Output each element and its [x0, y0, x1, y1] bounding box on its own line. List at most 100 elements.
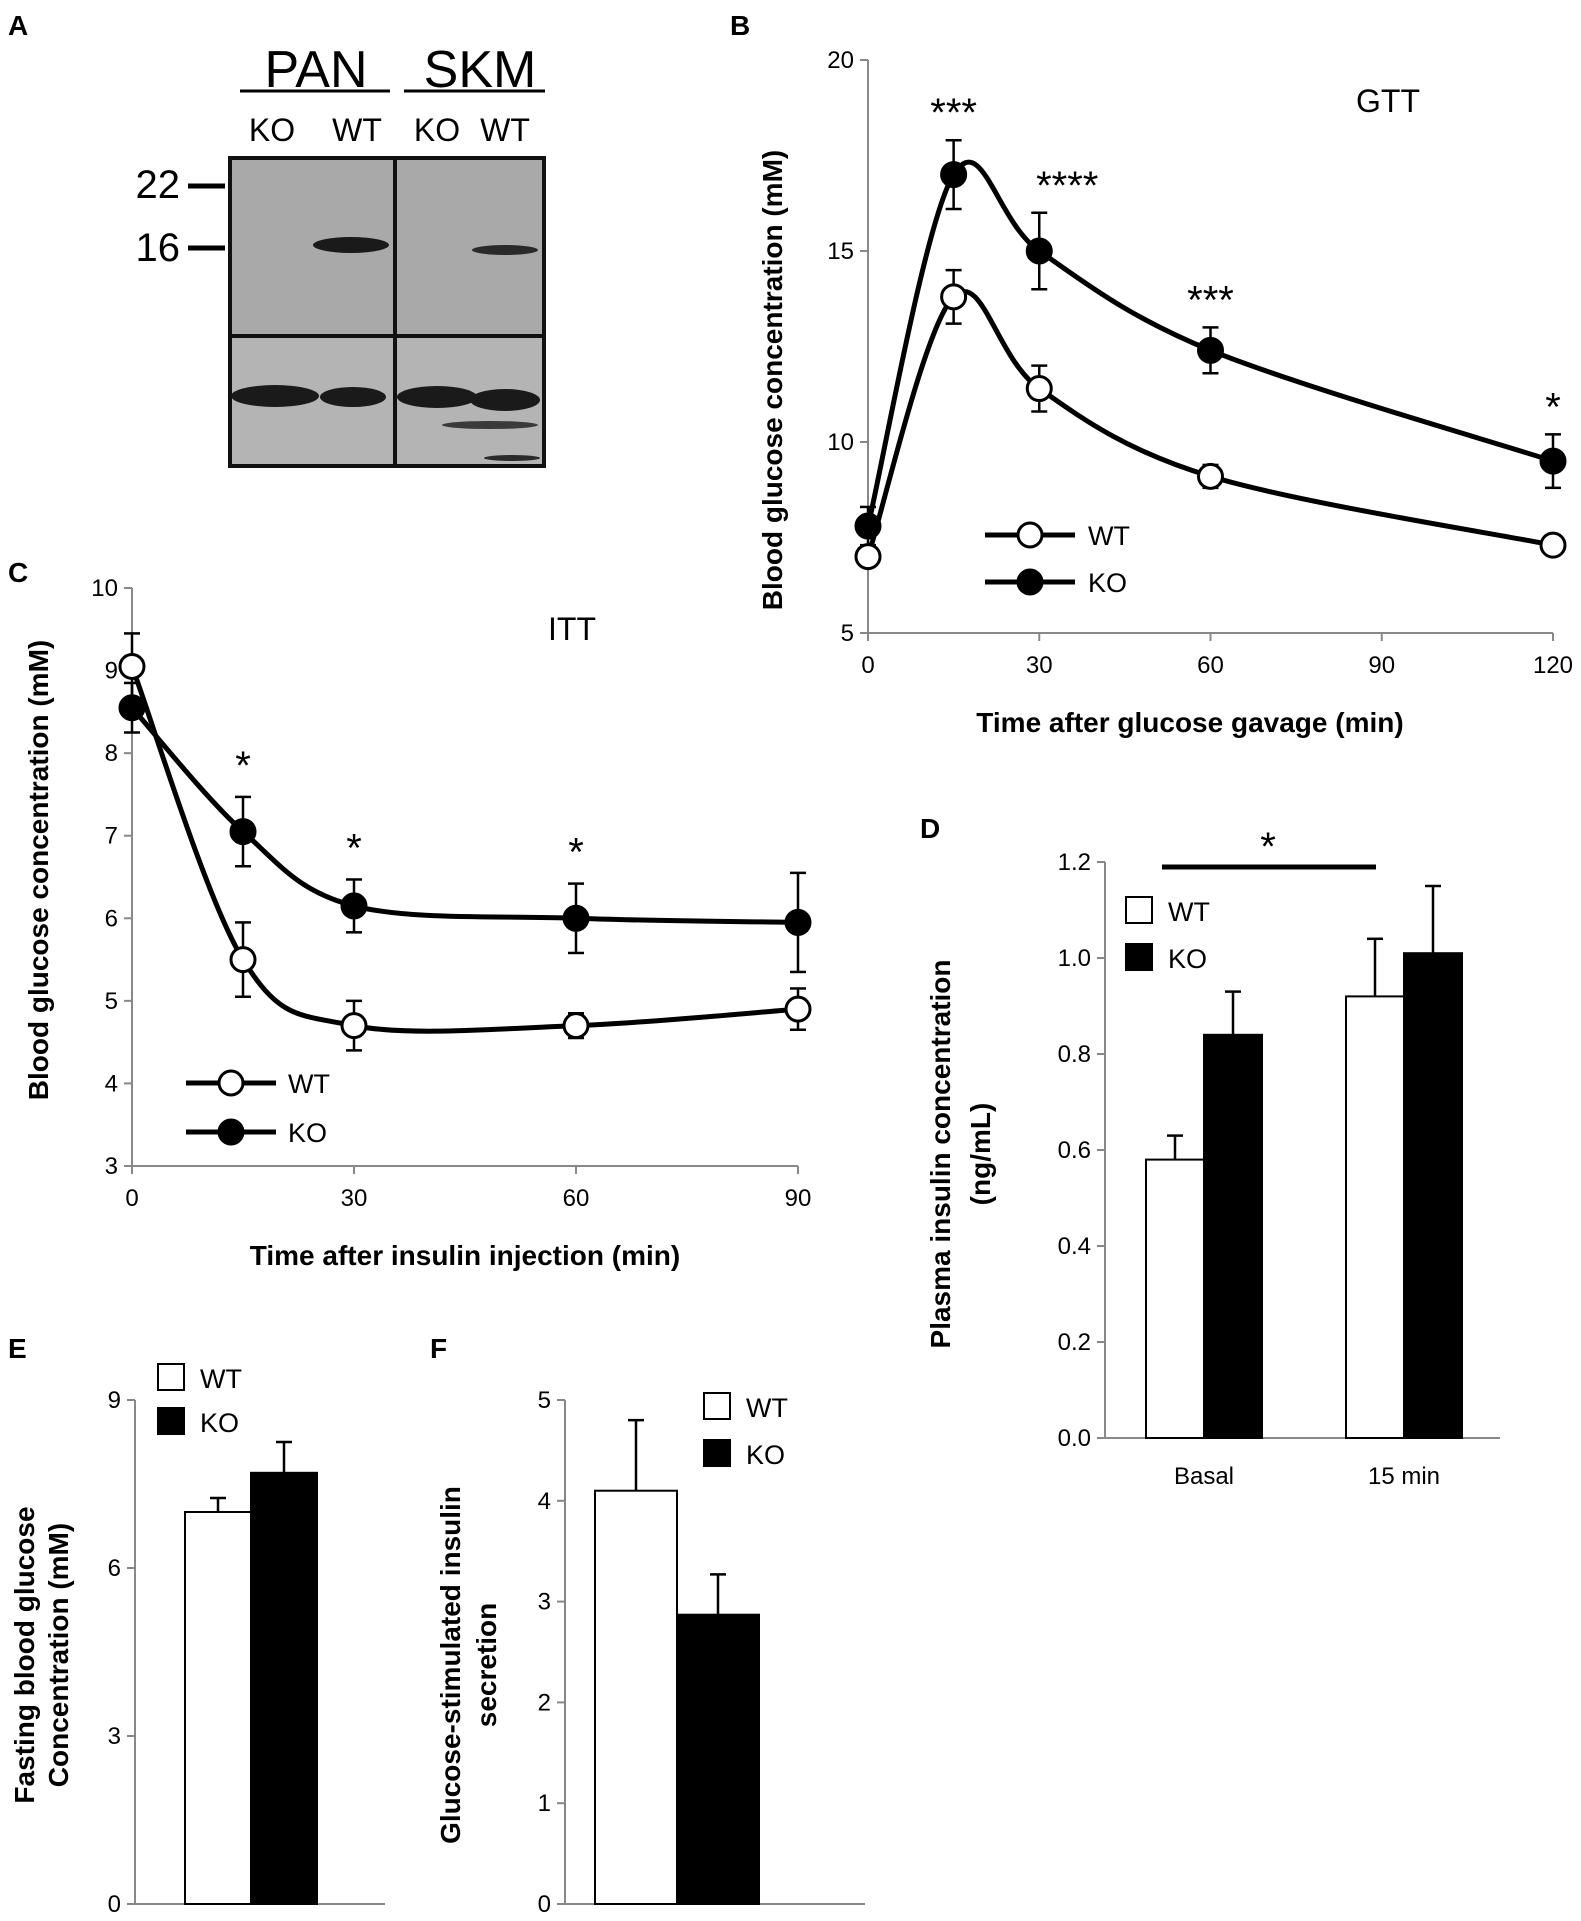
- y-axis-label-line1: Plasma insulin concentration: [925, 960, 956, 1349]
- blot-lane-label: KO: [249, 112, 295, 148]
- legend-swatch-wt: [703, 1392, 731, 1420]
- y-tick-label: 6: [105, 905, 118, 932]
- y-tick-label: 5: [105, 988, 118, 1015]
- data-point-ko: [940, 161, 968, 189]
- blot-group-skm: SKM: [424, 41, 537, 99]
- data-point-ko: [229, 818, 257, 846]
- panel-letter-b: B: [730, 10, 750, 41]
- x-tick-label: 90: [785, 1185, 812, 1212]
- x-axis-label: Time after glucose gavage (min): [976, 707, 1403, 738]
- panel-d: D Plasma insulin concentration (ng/mL) 0…: [920, 813, 1500, 1490]
- panel-b: B GTT Time after glucose gavage (min) Bl…: [730, 10, 1573, 738]
- legend-swatch-wt: [157, 1363, 185, 1391]
- data-point-ko: [562, 904, 590, 932]
- y-axis-label-line2: Concentration (mM): [43, 1523, 74, 1787]
- y-tick-label: 3: [108, 1723, 121, 1750]
- legend-swatch-ko: [1125, 943, 1153, 971]
- chart-title: GTT: [1356, 83, 1420, 119]
- series-line-ko: [130, 706, 799, 925]
- y-tick-label: 15: [827, 238, 854, 265]
- legend-label-ko: KO: [1088, 568, 1127, 598]
- blot-band-loading: [397, 386, 477, 408]
- data-point-ko: [854, 512, 882, 540]
- panel-letter-c: C: [8, 557, 28, 588]
- y-tick-label: 0.6: [1058, 1137, 1091, 1164]
- blot-band-skm-wt: [472, 245, 538, 255]
- y-axis-label-line1: Glucose-stimulated insulin: [435, 1486, 466, 1844]
- blot-lane-label: WT: [332, 112, 382, 148]
- panel-c: C ITT Time after insulin injection (min)…: [8, 557, 812, 1271]
- bar-ko: [1203, 1033, 1263, 1440]
- legend-label-wt: WT: [746, 1393, 788, 1423]
- data-point-ko: [1025, 237, 1053, 265]
- x-axis-label: Time after insulin injection (min): [250, 1240, 680, 1271]
- significance-stars: ***: [1187, 278, 1234, 322]
- y-axis-label-line2: (ng/mL): [965, 1103, 996, 1206]
- blot-marker-16: 16: [136, 226, 181, 270]
- legend-label-wt: WT: [288, 1069, 330, 1099]
- data-point-ko: [1197, 336, 1224, 364]
- y-tick-label: 10: [827, 429, 854, 456]
- panel-e: E Fasting blood glucose Concentration (m…: [8, 1333, 385, 1918]
- legend-marker-ko: [217, 1118, 245, 1146]
- x-category-label: Basal: [1174, 1463, 1234, 1490]
- y-tick-label: 0.4: [1058, 1233, 1091, 1260]
- data-point-wt: [340, 1012, 368, 1040]
- y-axis-label-line2: secretion: [471, 1603, 502, 1728]
- chart-title: ITT: [548, 611, 596, 647]
- blot-lane-label: WT: [480, 112, 530, 148]
- y-tick-label: 7: [105, 823, 118, 850]
- panel-letter-e: E: [8, 1333, 27, 1364]
- legend-label-ko: KO: [1168, 944, 1207, 974]
- x-tick-label: 0: [125, 1185, 138, 1212]
- blot-band-loading: [442, 421, 538, 429]
- x-category-label: 15 min: [1368, 1463, 1440, 1490]
- data-point-ko: [1539, 447, 1567, 475]
- blot-band-loading: [470, 389, 540, 411]
- x-tick-label: 60: [1197, 652, 1224, 679]
- data-point-wt: [940, 283, 968, 311]
- y-tick-label: 20: [827, 47, 854, 74]
- y-tick-label: 0.2: [1058, 1329, 1091, 1356]
- panel-letter-d: D: [920, 813, 940, 844]
- data-point-wt: [1025, 375, 1053, 403]
- y-tick-label: 9: [105, 658, 118, 685]
- y-tick-label: 3: [538, 1589, 551, 1616]
- y-tick-label: 6: [108, 1555, 121, 1582]
- y-tick-label: 0: [108, 1891, 121, 1918]
- legend-swatch-wt: [1125, 896, 1153, 924]
- blot-lane-label: KO: [414, 112, 460, 148]
- legend-label-ko: KO: [288, 1118, 327, 1148]
- legend-label-wt: WT: [1088, 521, 1130, 551]
- bar-wt: [184, 1511, 252, 1905]
- x-tick-label: 30: [341, 1185, 368, 1212]
- blot-band-loading: [231, 385, 319, 407]
- data-point-wt: [854, 543, 882, 571]
- x-tick-label: 90: [1368, 652, 1395, 679]
- blot-marker-22: 22: [136, 163, 181, 207]
- y-tick-label: 3: [105, 1153, 118, 1180]
- y-tick-label: 4: [105, 1070, 118, 1097]
- legend-label-ko: KO: [746, 1440, 785, 1470]
- data-point-wt: [229, 946, 257, 974]
- significance-stars: *: [568, 831, 584, 875]
- y-tick-label: 8: [105, 740, 118, 767]
- legend-marker-wt: [1016, 521, 1044, 549]
- legend-marker-wt: [217, 1069, 245, 1097]
- y-tick-label: 0.0: [1058, 1425, 1091, 1452]
- blot-band-pan-wt: [313, 237, 389, 253]
- data-point-wt: [1197, 462, 1224, 490]
- legend-label-wt: WT: [1168, 897, 1210, 927]
- y-tick-label: 2: [538, 1689, 551, 1716]
- significance-stars: *: [235, 744, 251, 788]
- y-tick-label: 0.8: [1058, 1041, 1091, 1068]
- y-tick-label: 1: [538, 1790, 551, 1817]
- y-tick-label: 5: [841, 620, 854, 647]
- blot-band-loading: [320, 387, 386, 407]
- data-point-wt: [784, 995, 812, 1023]
- data-point-ko: [340, 892, 368, 920]
- data-point-ko: [118, 694, 146, 722]
- y-tick-label: 1.2: [1058, 849, 1091, 876]
- legend-swatch-ko: [703, 1439, 731, 1467]
- x-tick-label: 120: [1533, 652, 1573, 679]
